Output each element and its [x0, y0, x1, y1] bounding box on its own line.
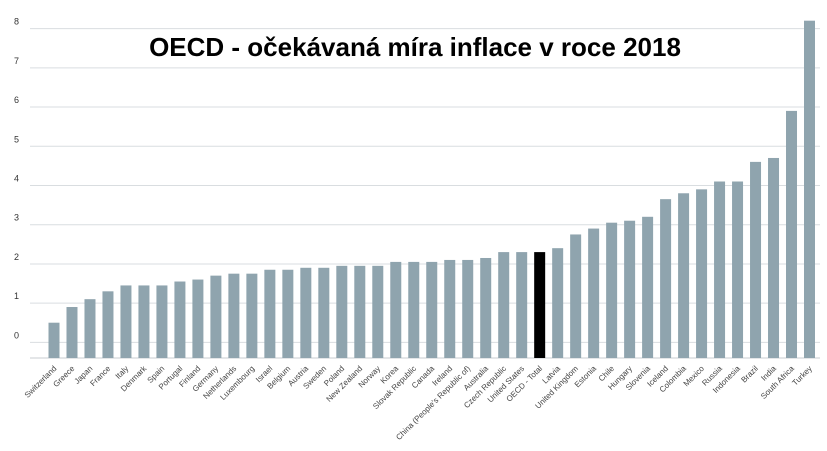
bar-belgium	[282, 269, 294, 358]
chart-title: OECD - očekávaná míra inflace v roce 201…	[149, 32, 681, 62]
bar-denmark	[138, 285, 150, 358]
bar-norway	[372, 265, 384, 358]
x-tick-label: France	[88, 364, 112, 388]
bar-luxembourg	[246, 273, 258, 358]
bar-sweden	[318, 267, 330, 358]
bar-australia	[480, 257, 492, 358]
y-tick-label: 5	[14, 134, 19, 144]
y-tick-label: 7	[14, 56, 19, 66]
bar-chile	[606, 222, 618, 358]
y-tick-label: 0	[14, 330, 19, 340]
x-tick-label: Brazil	[739, 364, 760, 385]
bar-czech-republic	[498, 252, 510, 358]
bar-italy	[120, 285, 132, 358]
y-tick-label: 8	[14, 17, 19, 27]
y-tick-label: 6	[14, 95, 19, 105]
bar-japan	[84, 299, 96, 358]
y-tick-label: 2	[14, 252, 19, 262]
bar-united-states	[516, 252, 528, 358]
bar-estonia	[588, 228, 600, 358]
bar-ireland	[444, 259, 456, 358]
bar-brazil	[750, 161, 762, 358]
bar-turkey	[804, 20, 815, 358]
y-tick-label: 1	[14, 291, 19, 301]
bar-canada	[426, 261, 438, 358]
bar-slovenia	[642, 216, 654, 358]
bar-poland	[336, 265, 348, 358]
bar-austria	[300, 267, 312, 358]
bar-united-kingdom	[570, 234, 582, 358]
bars	[48, 20, 815, 359]
bar-russia	[714, 181, 726, 358]
bar-indonesia	[732, 181, 744, 358]
bar-colombia	[678, 193, 690, 358]
bar-india	[768, 157, 780, 358]
x-tick-label: Turkey	[790, 364, 813, 387]
y-tick-label: 4	[14, 174, 19, 184]
bar-hungary	[624, 220, 636, 358]
bar-portugal	[174, 281, 186, 358]
bar-france	[102, 291, 114, 358]
bar-new-zealand	[354, 265, 366, 358]
bar-spain	[156, 285, 168, 358]
bar-mexico	[696, 189, 708, 358]
bar-iceland	[660, 199, 672, 358]
bar-germany	[210, 275, 222, 358]
bar-netherlands	[228, 273, 240, 358]
bar-slovak-republic	[408, 261, 420, 358]
bar-oecd-total	[534, 252, 546, 358]
y-tick-label: 3	[14, 213, 19, 223]
bar-finland	[192, 279, 204, 358]
bar-korea	[390, 261, 402, 358]
bar-south-africa	[786, 110, 798, 359]
bar-switzerland	[48, 322, 60, 358]
bar-greece	[66, 307, 78, 358]
bar-israel	[264, 269, 276, 358]
bar-china-people-s-republic-of	[462, 259, 474, 358]
y-axis-ticks: 0 1 2 3 4 5 6 7 8	[14, 17, 19, 341]
bar-latvia	[552, 248, 564, 358]
